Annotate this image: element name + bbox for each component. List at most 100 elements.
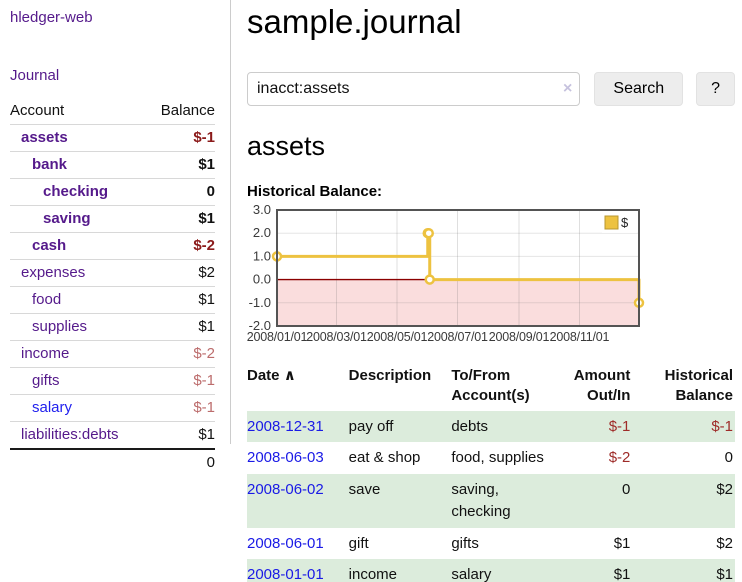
account-link-liabilities-debts[interactable]: liabilities:debts: [21, 426, 119, 443]
transaction-date-link[interactable]: 2008-01-01: [247, 566, 324, 582]
account-balance: $1: [146, 286, 215, 314]
transaction-date-link[interactable]: 2008-12-31: [247, 417, 324, 435]
sort-ascending-icon: ∧: [283, 367, 296, 384]
svg-text:$: $: [621, 215, 629, 230]
svg-text:1.0: 1.0: [253, 248, 271, 263]
svg-text:2008/09/01: 2008/09/01: [489, 330, 550, 344]
register-header-description: Description: [348, 367, 432, 384]
account-row-assets: assets $-1: [10, 124, 215, 152]
transaction-description: save: [348, 481, 381, 498]
transaction-description: income: [348, 566, 398, 582]
transaction-description: eat & shop: [348, 449, 421, 467]
transaction-accounts: saving, checking: [451, 481, 511, 520]
account-link-income[interactable]: income: [21, 345, 70, 362]
transaction-amount: 0: [622, 481, 631, 498]
account-row-saving: saving $1: [10, 205, 215, 233]
account-link-bank[interactable]: bank: [32, 156, 68, 173]
svg-text:-1.0: -1.0: [249, 295, 271, 310]
svg-text:2.0: 2.0: [253, 225, 271, 240]
account-row-cash: cash $-2: [10, 232, 215, 260]
nav-journal-link[interactable]: Journal: [10, 67, 60, 84]
accounts-total-row: 0: [10, 448, 215, 476]
account-link-checking[interactable]: checking: [43, 183, 109, 200]
account-row-checking: checking 0: [10, 178, 215, 206]
transaction-amount: $1: [613, 566, 631, 582]
account-link-food[interactable]: food: [32, 291, 62, 308]
account-page-title: assets: [247, 131, 326, 161]
account-balance: $-2: [146, 232, 215, 260]
svg-text:2008/01/01: 2008/01/01: [247, 330, 308, 344]
account-balance: $2: [146, 259, 215, 287]
transaction-accounts: food, supplies: [451, 449, 544, 467]
transaction-accounts: salary: [451, 566, 492, 582]
account-row-gifts: gifts $-1: [10, 367, 215, 395]
search-button[interactable]: Search: [594, 72, 684, 106]
svg-text:-2.0: -2.0: [249, 318, 271, 333]
account-row-food: food $1: [10, 286, 215, 314]
account-link-assets[interactable]: assets: [21, 129, 68, 146]
transaction-description: pay off: [348, 417, 394, 435]
register-row: 2008-06-03 eat & shop food, supplies $-2…: [247, 442, 735, 474]
account-balance: $-1: [146, 124, 215, 152]
register-header-accounts: To/From Account(s): [451, 367, 530, 405]
transaction-amount: $-2: [608, 449, 631, 467]
transaction-date-link[interactable]: 2008-06-03: [247, 449, 324, 467]
account-row-supplies: supplies $1: [10, 313, 215, 341]
sidebar-nav: Journal: [10, 67, 230, 84]
clear-search-icon[interactable]: ×: [563, 80, 573, 97]
journal-title: sample.journal: [247, 3, 462, 40]
register-row: 2008-12-31 pay off debts $-1 $-1: [247, 410, 735, 443]
accounts-total-balance: 0: [146, 448, 215, 476]
transaction-balance: $1: [716, 566, 733, 582]
account-row-liabilities-debts: liabilities:debts $1: [10, 421, 215, 449]
account-row-salary: salary $-1: [10, 394, 215, 422]
transaction-balance: $-1: [711, 417, 733, 435]
account-link-saving[interactable]: saving: [43, 210, 91, 227]
account-link-expenses[interactable]: expenses: [21, 264, 86, 281]
sidebar: hledger-web Journal Account Balance asse…: [0, 0, 231, 476]
account-balance: $1: [146, 421, 215, 449]
transaction-accounts: debts: [451, 417, 489, 435]
account-balance: $1: [146, 205, 215, 233]
help-button[interactable]: ?: [696, 72, 735, 106]
register-header-row: Date ∧ Description To/From Account(s) Am…: [247, 362, 735, 411]
account-balance: $1: [146, 313, 215, 341]
search-field-wrap: ×: [247, 72, 581, 106]
historical-balance-chart: 2008/01/01 2008/03/01 2008/05/01 2008/07/01…: [247, 202, 735, 347]
transaction-balance: 0: [724, 449, 733, 467]
accounts-header-account: Account: [10, 102, 65, 119]
account-link-salary[interactable]: salary: [32, 399, 73, 416]
account-row-bank: bank $1: [10, 151, 215, 179]
account-balance: $-2: [146, 340, 215, 368]
chart-title: Historical Balance:: [247, 183, 383, 200]
transaction-amount: $1: [613, 534, 631, 552]
account-link-gifts[interactable]: gifts: [32, 372, 60, 389]
register-table: Date ∧ Description To/From Account(s) Am…: [247, 362, 735, 582]
register-row: 2008-01-01 income salary $1 $1: [247, 559, 735, 582]
register-row: 2008-06-02 save saving, checking 0 $2: [247, 474, 735, 528]
svg-text:3.0: 3.0: [253, 202, 271, 217]
account-balance: 0: [146, 178, 215, 206]
search-input[interactable]: [247, 72, 581, 106]
transaction-amount: $-1: [608, 417, 631, 435]
transaction-accounts: gifts: [451, 534, 479, 552]
transaction-date-link[interactable]: 2008-06-01: [247, 534, 324, 552]
accounts-table: Account Balance assets $-1 bank $1 checkin…: [10, 98, 215, 476]
brand-link[interactable]: hledger-web: [10, 9, 93, 26]
account-link-supplies[interactable]: supplies: [32, 318, 88, 335]
transaction-balance: $2: [716, 534, 733, 552]
svg-text:2008/03/01: 2008/03/01: [306, 330, 367, 344]
account-balance: $-1: [146, 394, 215, 422]
svg-text:2008/11/01: 2008/11/01: [550, 330, 610, 344]
register-header-date[interactable]: Date ∧: [247, 367, 296, 384]
svg-text:0.0: 0.0: [253, 272, 271, 287]
account-link-cash[interactable]: cash: [32, 237, 67, 254]
search-form: × Search ?: [247, 72, 735, 106]
transaction-date-link[interactable]: 2008-06-02: [247, 481, 324, 498]
account-balance: $1: [146, 151, 215, 179]
account-balance: $-1: [146, 367, 215, 395]
account-row-income: income $-2: [10, 340, 215, 368]
register-header-balance: Historical Balance: [664, 367, 733, 405]
